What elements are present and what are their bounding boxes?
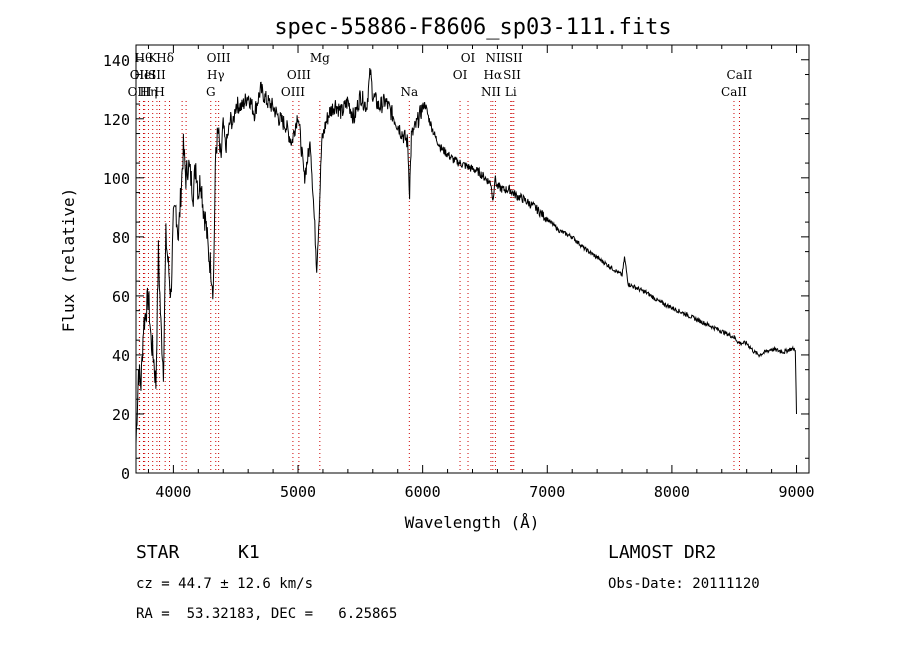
line-marker-label: H [154,85,164,99]
line-marker-label: SII [148,68,166,82]
y-tick-label: 120 [103,111,130,129]
line-marker-label: Li [505,85,517,99]
series-line [135,67,797,444]
line-marker-label: Hη [140,85,158,99]
chart-title: spec-55886-F8606_sp03-111.fits [274,15,671,40]
x-axis-label: Wavelength (Å) [405,513,540,532]
y-tick-label: 20 [112,406,130,424]
line-marker-label: OIII [128,85,152,99]
line-marker-label: NII [481,85,501,99]
line-marker-label: CaII [721,85,747,99]
axis-ticks: 4000 5000 6000 7000 8000 9000 0 20 40 60 80 100 120 1… [103,45,815,501]
y-tick-label: 40 [112,347,130,365]
line-marker-label: OIII [207,51,231,65]
x-tick-label: 8000 [654,483,690,501]
y-axis-label: Flux (relative) [59,188,78,333]
x-tick-label: 6000 [405,483,441,501]
line-marker-label: Hα [484,68,503,82]
observation-date: Obs-Date: 20111120 [608,576,760,592]
x-tick-label: 9000 [778,483,814,501]
line-marker-label: OIII [281,85,305,99]
line-marker-label: Hγ [207,68,225,82]
line-marker-label: OIII [287,68,311,82]
line-marker-label: OI [453,68,468,82]
line-marker-label: K [148,51,158,65]
x-tick-label: 7000 [529,483,565,501]
line-marker-label: OI [461,51,476,65]
y-tick-label: 100 [103,170,130,188]
line-marker-label: NII [485,51,505,65]
y-tick-label: 140 [103,52,130,70]
x-tick-label: 4000 [155,483,191,501]
star-subclass: K1 [238,542,260,563]
line-marker-label: SII [505,51,523,65]
y-tick-label: 80 [112,229,130,247]
line-marker-label: Hδ [156,51,174,65]
line-marker-label: Na [400,85,418,99]
star-class: STAR [136,542,180,563]
line-marker-label: Hθ [135,51,153,65]
survey-name: LAMOST DR2 [608,542,717,563]
line-marker-label: G [206,85,216,99]
coordinates: RA = 53.32183, DEC = 6.25865 [136,606,398,622]
y-tick-label: 60 [112,288,130,306]
y-tick-label: 0 [121,465,130,483]
redshift-value: cz = 44.7 ± 12.6 km/s [136,576,314,592]
line-marker-label: HeI [134,68,157,82]
line-marker-label: Mg [310,51,330,65]
x-tick-label: 5000 [280,483,316,501]
line-marker-label: SII [503,68,521,82]
line-markers: OIIOIIIHθHeIHηKSIIHHδGHγOIIIOIIIOIIIMgNa… [128,51,753,473]
line-marker-label: CaII [727,68,753,82]
